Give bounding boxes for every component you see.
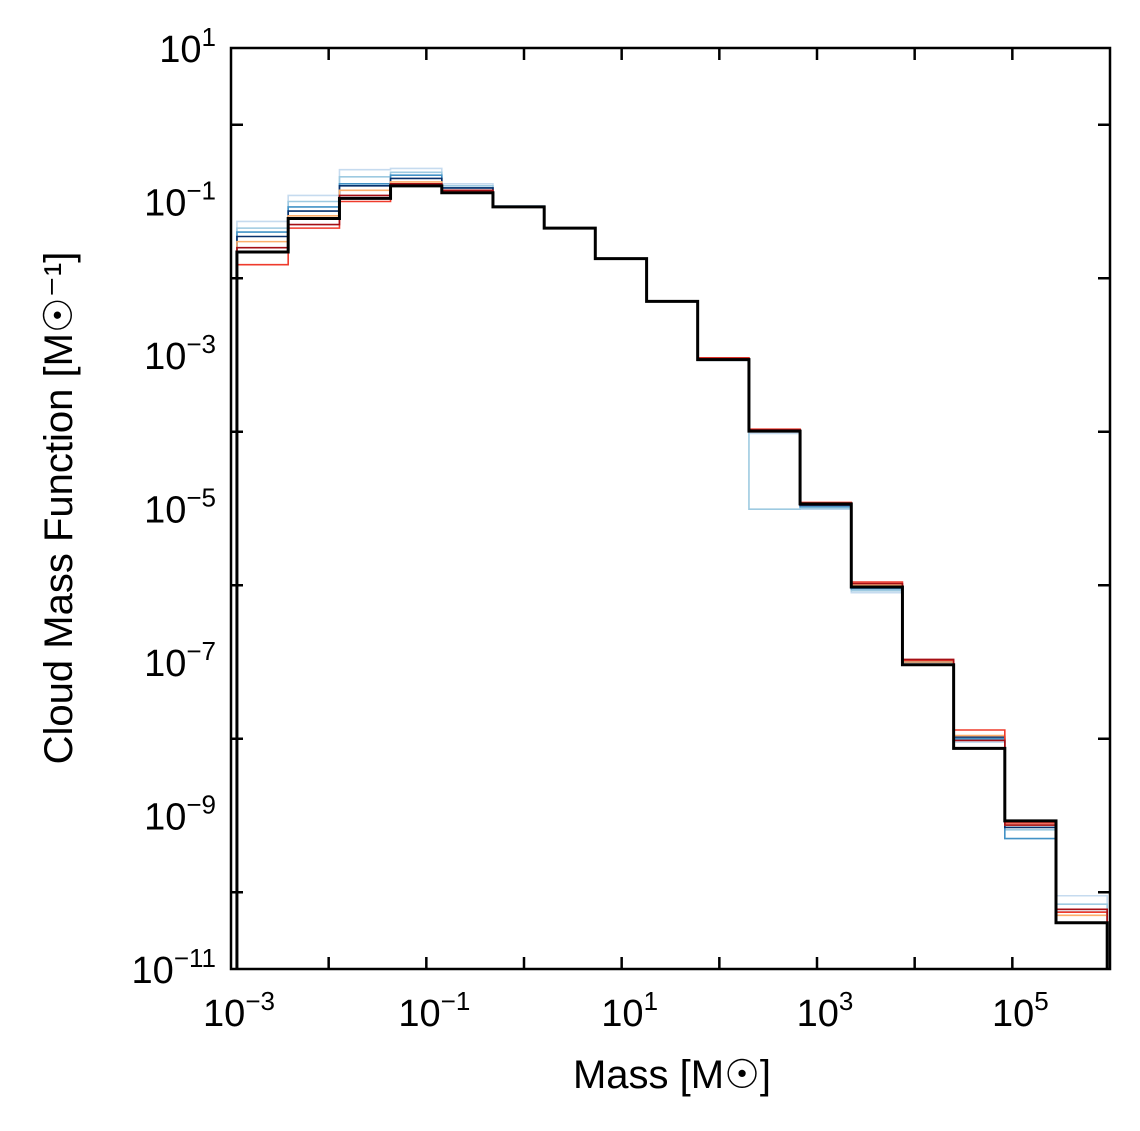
x-tick-label: 10−1: [398, 986, 470, 1035]
series-line-run-1: [236, 167, 1108, 969]
y-tick-label: 10−1: [144, 176, 216, 225]
series-line-total: [235, 184, 1109, 969]
x-tick-label: 103: [797, 986, 854, 1035]
x-tick-label: 105: [992, 986, 1049, 1035]
y-tick-label: 10−9: [144, 790, 216, 839]
series-layer: [235, 167, 1109, 969]
x-tick-label: 10−3: [203, 986, 275, 1035]
y-tick-label: 10−3: [144, 329, 216, 378]
y-tick-label: 10−7: [144, 636, 216, 685]
series-line-run-4: [236, 177, 1108, 969]
y-tick-label: 10−11: [132, 943, 216, 992]
series-line-run-3: [236, 174, 1108, 969]
x-tick-label: 101: [601, 986, 658, 1035]
x-axis-label: Mass [M☉]: [573, 1053, 771, 1097]
tick-layer: [231, 48, 1110, 969]
label-layer: 10−3 10−1 101 103 105 10−11 10−9 10−7 10−5 10−3 10…: [132, 22, 1049, 1035]
series-line-run-6: [236, 185, 1108, 969]
y-tick-label: 10−5: [144, 483, 216, 532]
series-line-run-2: [236, 171, 1108, 969]
y-tick-label: 101: [159, 22, 216, 71]
y-axis-label: Cloud Mass Function [M☉⁻¹]: [37, 252, 81, 765]
plot-frame: [229, 46, 1112, 971]
